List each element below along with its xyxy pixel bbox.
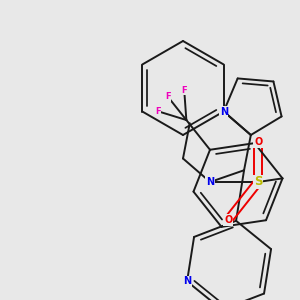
Text: N: N [183, 276, 191, 286]
Text: N: N [220, 106, 228, 116]
Text: S: S [254, 176, 262, 188]
Text: O: O [254, 137, 262, 147]
Text: F: F [165, 92, 170, 101]
Text: O: O [224, 215, 232, 225]
Text: F: F [182, 85, 187, 94]
Text: N: N [206, 177, 214, 187]
Text: F: F [155, 107, 161, 116]
